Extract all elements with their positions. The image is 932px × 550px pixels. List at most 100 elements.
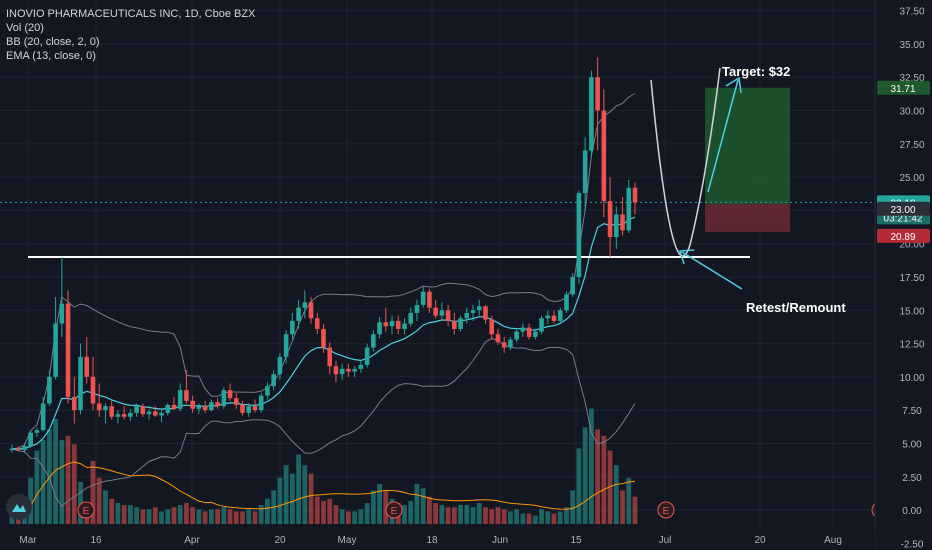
candle xyxy=(614,206,619,250)
candle-body xyxy=(327,347,333,367)
candle xyxy=(452,312,457,335)
earnings-marker: E xyxy=(385,501,403,519)
volume-bar xyxy=(576,448,582,524)
candle xyxy=(339,363,345,380)
badge-entry-bg xyxy=(877,201,930,216)
candle xyxy=(402,318,407,335)
candle-body xyxy=(614,214,619,238)
candle xyxy=(109,400,114,420)
volume-bar xyxy=(383,490,389,524)
volume-bar xyxy=(501,509,507,524)
candle xyxy=(545,310,551,324)
candle-body xyxy=(514,331,519,340)
candle-body xyxy=(277,356,283,375)
candle xyxy=(128,408,133,421)
price-tick-label: 32.50 xyxy=(899,73,924,84)
volume-bar xyxy=(53,419,59,524)
candle-body xyxy=(358,364,364,369)
candle-body xyxy=(78,356,83,411)
volume-bar xyxy=(352,511,358,524)
candle-body xyxy=(601,110,607,202)
legend-volume: Vol (20) xyxy=(6,22,44,34)
candle-body xyxy=(364,347,370,365)
candle-body xyxy=(414,304,420,313)
candle xyxy=(152,406,158,417)
candle xyxy=(564,291,569,313)
badge-target: 31.71 xyxy=(877,80,930,95)
candle-body xyxy=(539,318,544,332)
volume-bar xyxy=(601,435,607,524)
bb-upper-band xyxy=(11,93,636,450)
volume-bar xyxy=(258,505,264,524)
volume-bar xyxy=(127,505,133,524)
volume-bar xyxy=(177,505,183,524)
candle-body xyxy=(495,334,501,343)
candle-body xyxy=(209,402,214,411)
candle-body xyxy=(15,448,21,451)
tradingview-logo-icon[interactable] xyxy=(6,494,32,520)
candle xyxy=(221,387,227,409)
candle xyxy=(420,286,426,308)
candle-body xyxy=(346,368,351,372)
candle xyxy=(514,328,519,343)
candle-body xyxy=(433,307,438,316)
volume-bar xyxy=(152,507,158,524)
candle-body xyxy=(115,414,121,417)
candle xyxy=(103,403,108,424)
candle xyxy=(371,330,376,352)
time-axis-bg xyxy=(0,530,875,550)
candle xyxy=(190,395,195,413)
badge-entry-text: 23.00 xyxy=(890,205,915,216)
retest-arrowhead xyxy=(679,249,695,265)
volume-bar xyxy=(252,511,258,524)
candle-body xyxy=(171,404,177,409)
legend-bb: BB (20, close, 2, 0) xyxy=(6,36,100,48)
candle-body xyxy=(470,310,476,313)
candle-body xyxy=(72,396,77,411)
volume-bar xyxy=(595,429,601,524)
volume-bar xyxy=(632,496,638,524)
volume-bar xyxy=(184,503,189,524)
price-tick-label: 25.00 xyxy=(899,173,924,184)
volume-bar xyxy=(115,503,121,524)
volume-bar xyxy=(370,490,376,524)
volume-bar xyxy=(96,477,102,524)
chart-grid xyxy=(0,0,875,544)
volume-bar xyxy=(65,435,71,524)
price-tick-label: 2.50 xyxy=(902,473,922,484)
volume-bar xyxy=(377,484,382,524)
candle xyxy=(9,444,15,453)
volume-bar xyxy=(483,507,488,524)
volume-bar xyxy=(15,516,21,524)
volume-bar xyxy=(34,450,40,524)
candle xyxy=(296,299,301,329)
candle-body xyxy=(551,315,557,321)
candle xyxy=(308,296,314,324)
price-tick-label: -2.50 xyxy=(901,539,924,550)
candle-body xyxy=(576,193,582,277)
candle-body xyxy=(420,291,426,305)
candle xyxy=(352,366,357,377)
candle-body xyxy=(121,414,127,417)
volume-bar xyxy=(364,503,370,524)
time-tick-label: May xyxy=(338,535,357,546)
badge-stop: 20.89 xyxy=(877,228,930,243)
earnings-label: E xyxy=(663,506,670,517)
candle-body xyxy=(240,404,245,413)
candle-body xyxy=(59,303,65,324)
candle xyxy=(265,382,270,400)
candle-body xyxy=(626,187,632,231)
candle xyxy=(165,403,171,416)
candle-body xyxy=(134,406,139,413)
candle xyxy=(557,307,563,324)
candle xyxy=(40,396,46,432)
volume-bar xyxy=(103,490,108,524)
candle xyxy=(22,443,27,453)
candle-body xyxy=(526,327,532,337)
candle-body xyxy=(595,77,600,111)
volume-bar xyxy=(582,427,588,524)
candle xyxy=(140,403,146,417)
target-annotation: Target: $32 xyxy=(722,64,790,79)
